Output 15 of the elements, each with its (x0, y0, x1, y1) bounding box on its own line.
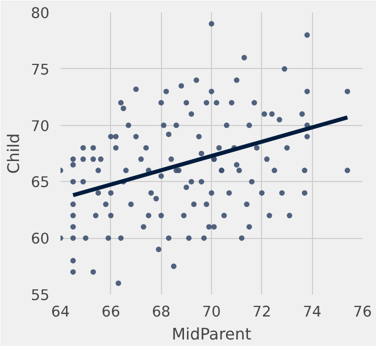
y-tick-label: 70 (30, 118, 50, 135)
y-tick-label: 80 (30, 5, 50, 22)
x-tick-label: 64 (51, 304, 70, 320)
x-tick-label: 66 (102, 304, 120, 320)
x-tick-label: 76 (353, 304, 372, 320)
y-tick-label: 55 (30, 287, 50, 304)
y-tick-label: 65 (30, 174, 50, 192)
x-tick-label: 72 (252, 304, 272, 320)
x-axis-title: MidParent (172, 324, 252, 344)
y-axis-title: Child (4, 133, 23, 174)
y-tick-label: 75 (30, 61, 50, 78)
x-tick-label: 74 (302, 304, 322, 320)
y-tick-label: 60 (30, 230, 50, 248)
x-tick-label: 68 (152, 304, 170, 320)
x-tick-label: 70 (202, 304, 221, 320)
